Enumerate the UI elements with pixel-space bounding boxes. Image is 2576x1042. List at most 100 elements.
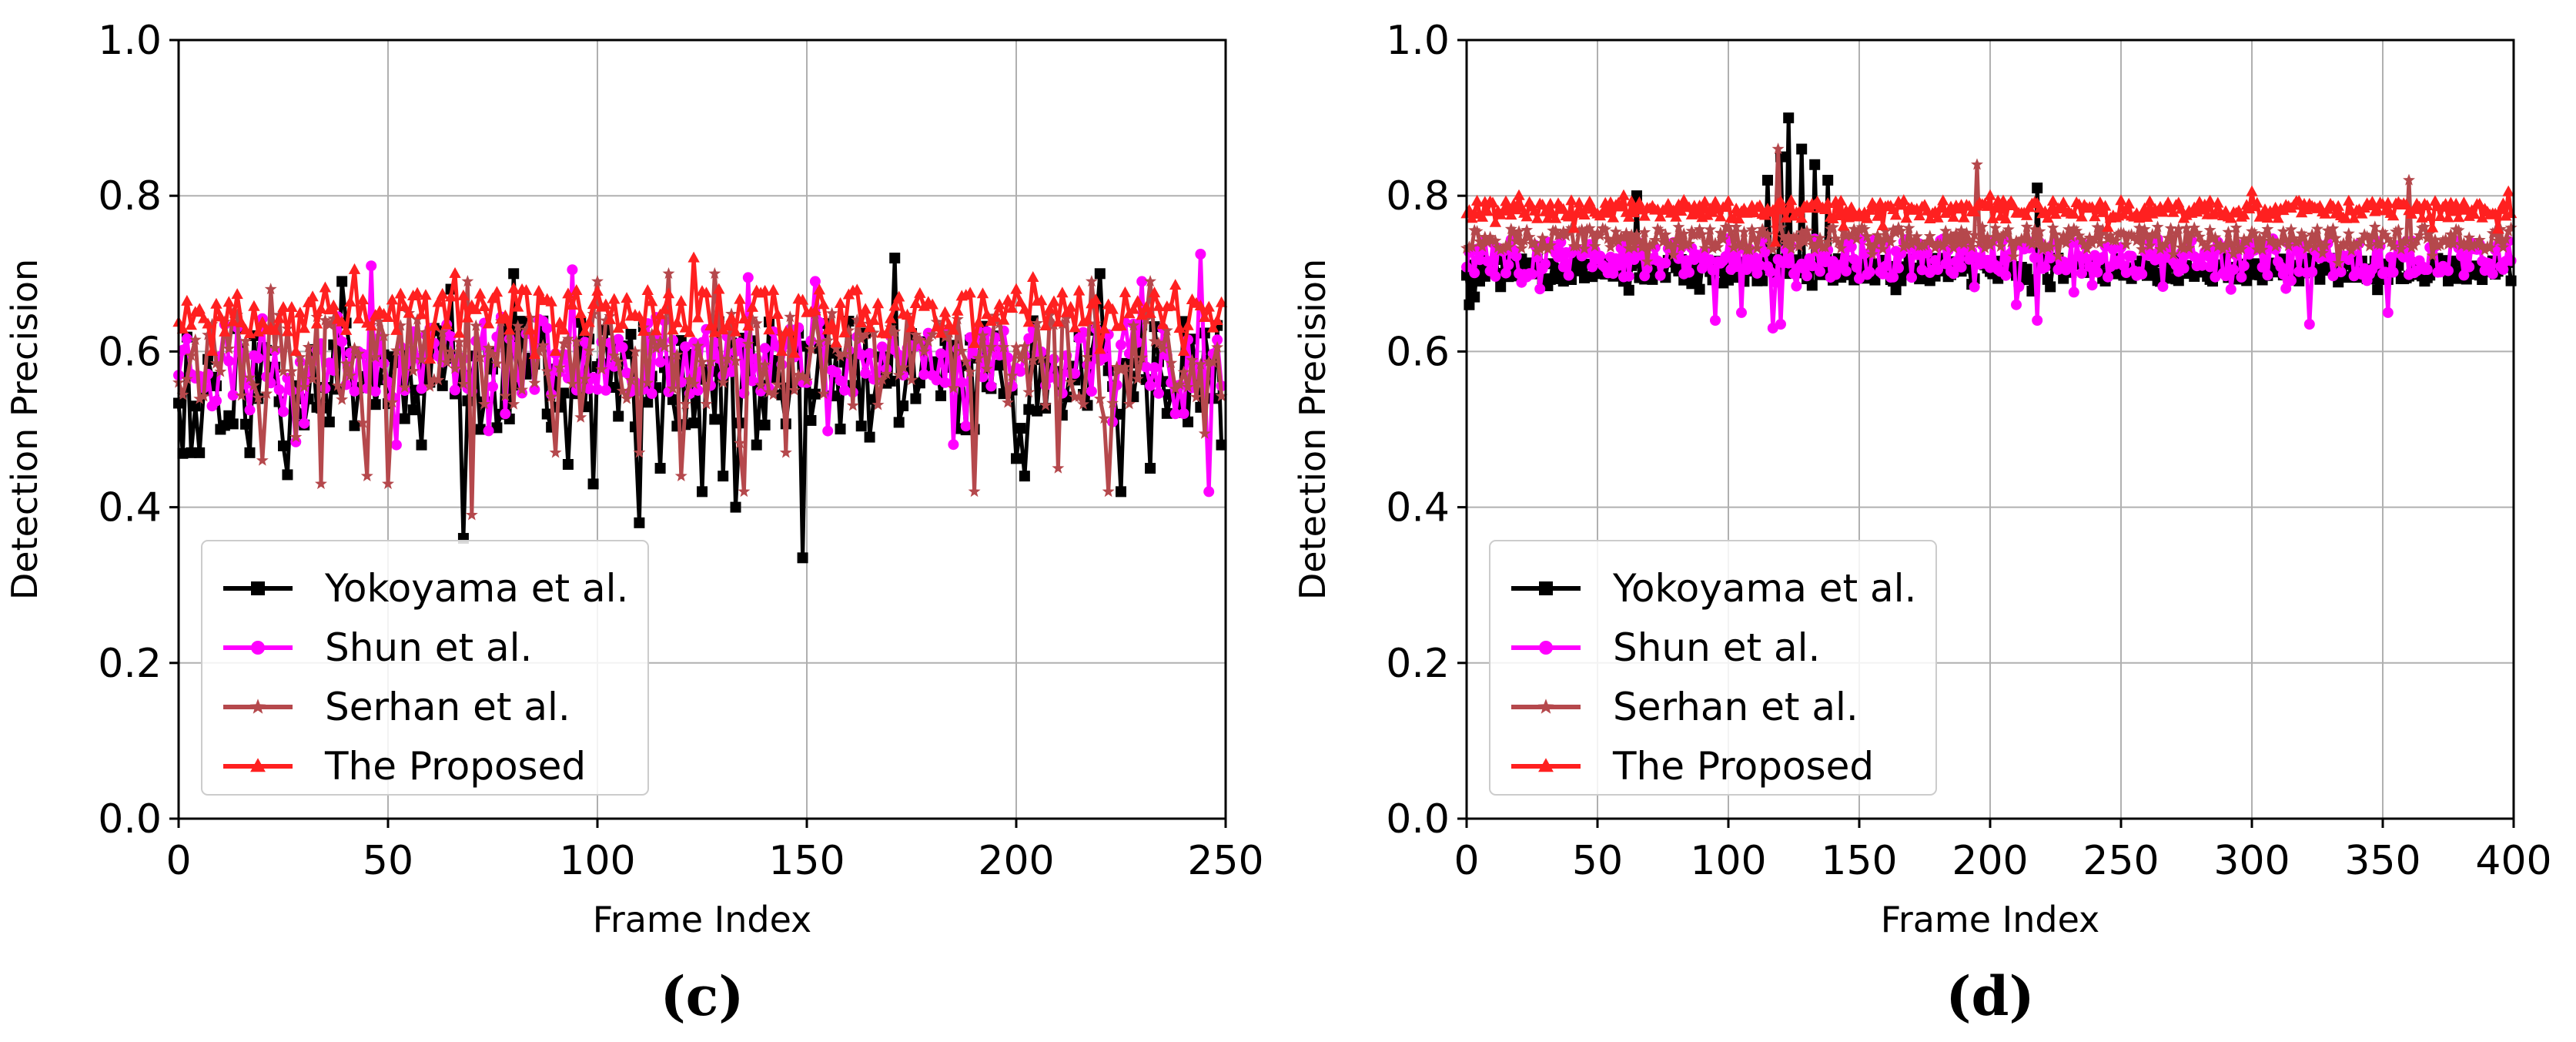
data-point <box>516 383 529 395</box>
data-point <box>2141 210 2153 222</box>
data-point <box>1562 210 1575 222</box>
data-point <box>729 325 742 337</box>
data-point <box>1189 390 1203 403</box>
data-point <box>2220 270 2231 282</box>
data-point <box>751 439 762 451</box>
data-point <box>797 552 808 564</box>
data-point <box>831 367 842 378</box>
data-point <box>1902 221 1915 234</box>
data-point <box>846 399 859 411</box>
data-point <box>734 337 745 349</box>
data-point <box>688 417 700 429</box>
data-point <box>1659 228 1672 240</box>
data-point <box>1131 372 1144 384</box>
data-point <box>2447 237 2460 250</box>
data-point <box>520 283 533 295</box>
data-point <box>1625 195 1638 206</box>
legend-label: Serhan et al. <box>325 685 570 729</box>
data-point <box>1022 316 1035 327</box>
data-point <box>809 304 821 316</box>
data-point <box>2119 238 2133 250</box>
data-point <box>2089 210 2101 222</box>
data-point <box>348 263 361 274</box>
data-point <box>1557 225 1570 237</box>
data-point <box>905 374 918 386</box>
data-point <box>1500 267 1511 279</box>
data-point <box>1654 210 1667 222</box>
data-point <box>1145 463 1156 474</box>
data-point <box>478 300 490 312</box>
data-point <box>1832 209 1845 221</box>
data-point <box>1785 242 1798 254</box>
data-point <box>1872 209 1884 221</box>
series-line <box>176 271 1224 518</box>
data-point <box>2413 229 2426 241</box>
data-point <box>1165 300 1177 311</box>
data-point <box>1005 369 1019 381</box>
data-point <box>1563 270 1574 281</box>
data-point <box>1536 231 1549 243</box>
data-point <box>1631 228 1643 240</box>
legend-item: Shun et al. <box>1511 625 1820 670</box>
data-point <box>1809 159 1821 170</box>
data-point <box>654 463 666 474</box>
data-point <box>1955 261 1967 273</box>
data-point <box>206 345 219 356</box>
data-point <box>1798 235 1811 247</box>
data-point <box>549 446 562 458</box>
data-point <box>1531 212 1544 223</box>
data-point <box>1782 230 1795 242</box>
data-point <box>197 390 210 402</box>
data-point <box>1588 240 1601 252</box>
data-point <box>1156 342 1169 354</box>
data-point <box>1929 255 1941 266</box>
data-point <box>1707 264 1718 276</box>
data-point <box>709 414 721 425</box>
data-point <box>554 361 566 374</box>
data-point <box>1607 235 1620 247</box>
data-point <box>617 342 628 353</box>
data-point <box>2065 230 2078 243</box>
data-point <box>1615 243 1627 254</box>
legend-label: Shun et al. <box>1613 625 1820 670</box>
data-point <box>2474 197 2486 209</box>
data-point <box>1829 232 1842 244</box>
data-point <box>2262 270 2273 281</box>
data-point <box>1790 230 1803 243</box>
data-point <box>1052 461 1065 474</box>
data-point <box>2267 234 2280 246</box>
legend <box>201 540 649 796</box>
data-point <box>2177 242 2190 254</box>
data-point <box>1065 300 1077 312</box>
data-point <box>646 295 658 307</box>
data-point <box>1968 206 1981 217</box>
data-point <box>541 408 553 420</box>
data-point <box>2293 235 2306 247</box>
data-point <box>2380 266 2391 278</box>
data-point <box>1801 224 1813 236</box>
data-point <box>1758 209 1771 220</box>
data-point <box>864 348 875 359</box>
data-point <box>1898 194 1910 206</box>
data-point <box>2059 236 2073 249</box>
data-point <box>1487 196 1499 208</box>
data-point <box>1969 281 1980 293</box>
data-point <box>2256 243 2269 256</box>
data-point <box>1032 405 1043 417</box>
x-tick-label: 150 <box>1821 838 1897 884</box>
data-point <box>2172 223 2185 235</box>
data-point <box>1035 352 1048 364</box>
data-point <box>1691 273 1703 284</box>
data-point <box>1094 343 1106 354</box>
data-point <box>2502 185 2514 196</box>
data-point <box>214 365 227 377</box>
data-point <box>1968 229 1981 241</box>
data-point <box>1587 261 1598 273</box>
data-point <box>578 372 591 384</box>
data-point <box>253 352 264 364</box>
data-point <box>1757 275 1768 286</box>
data-point <box>1701 235 1714 247</box>
data-point <box>708 326 721 337</box>
data-point <box>1153 336 1165 348</box>
